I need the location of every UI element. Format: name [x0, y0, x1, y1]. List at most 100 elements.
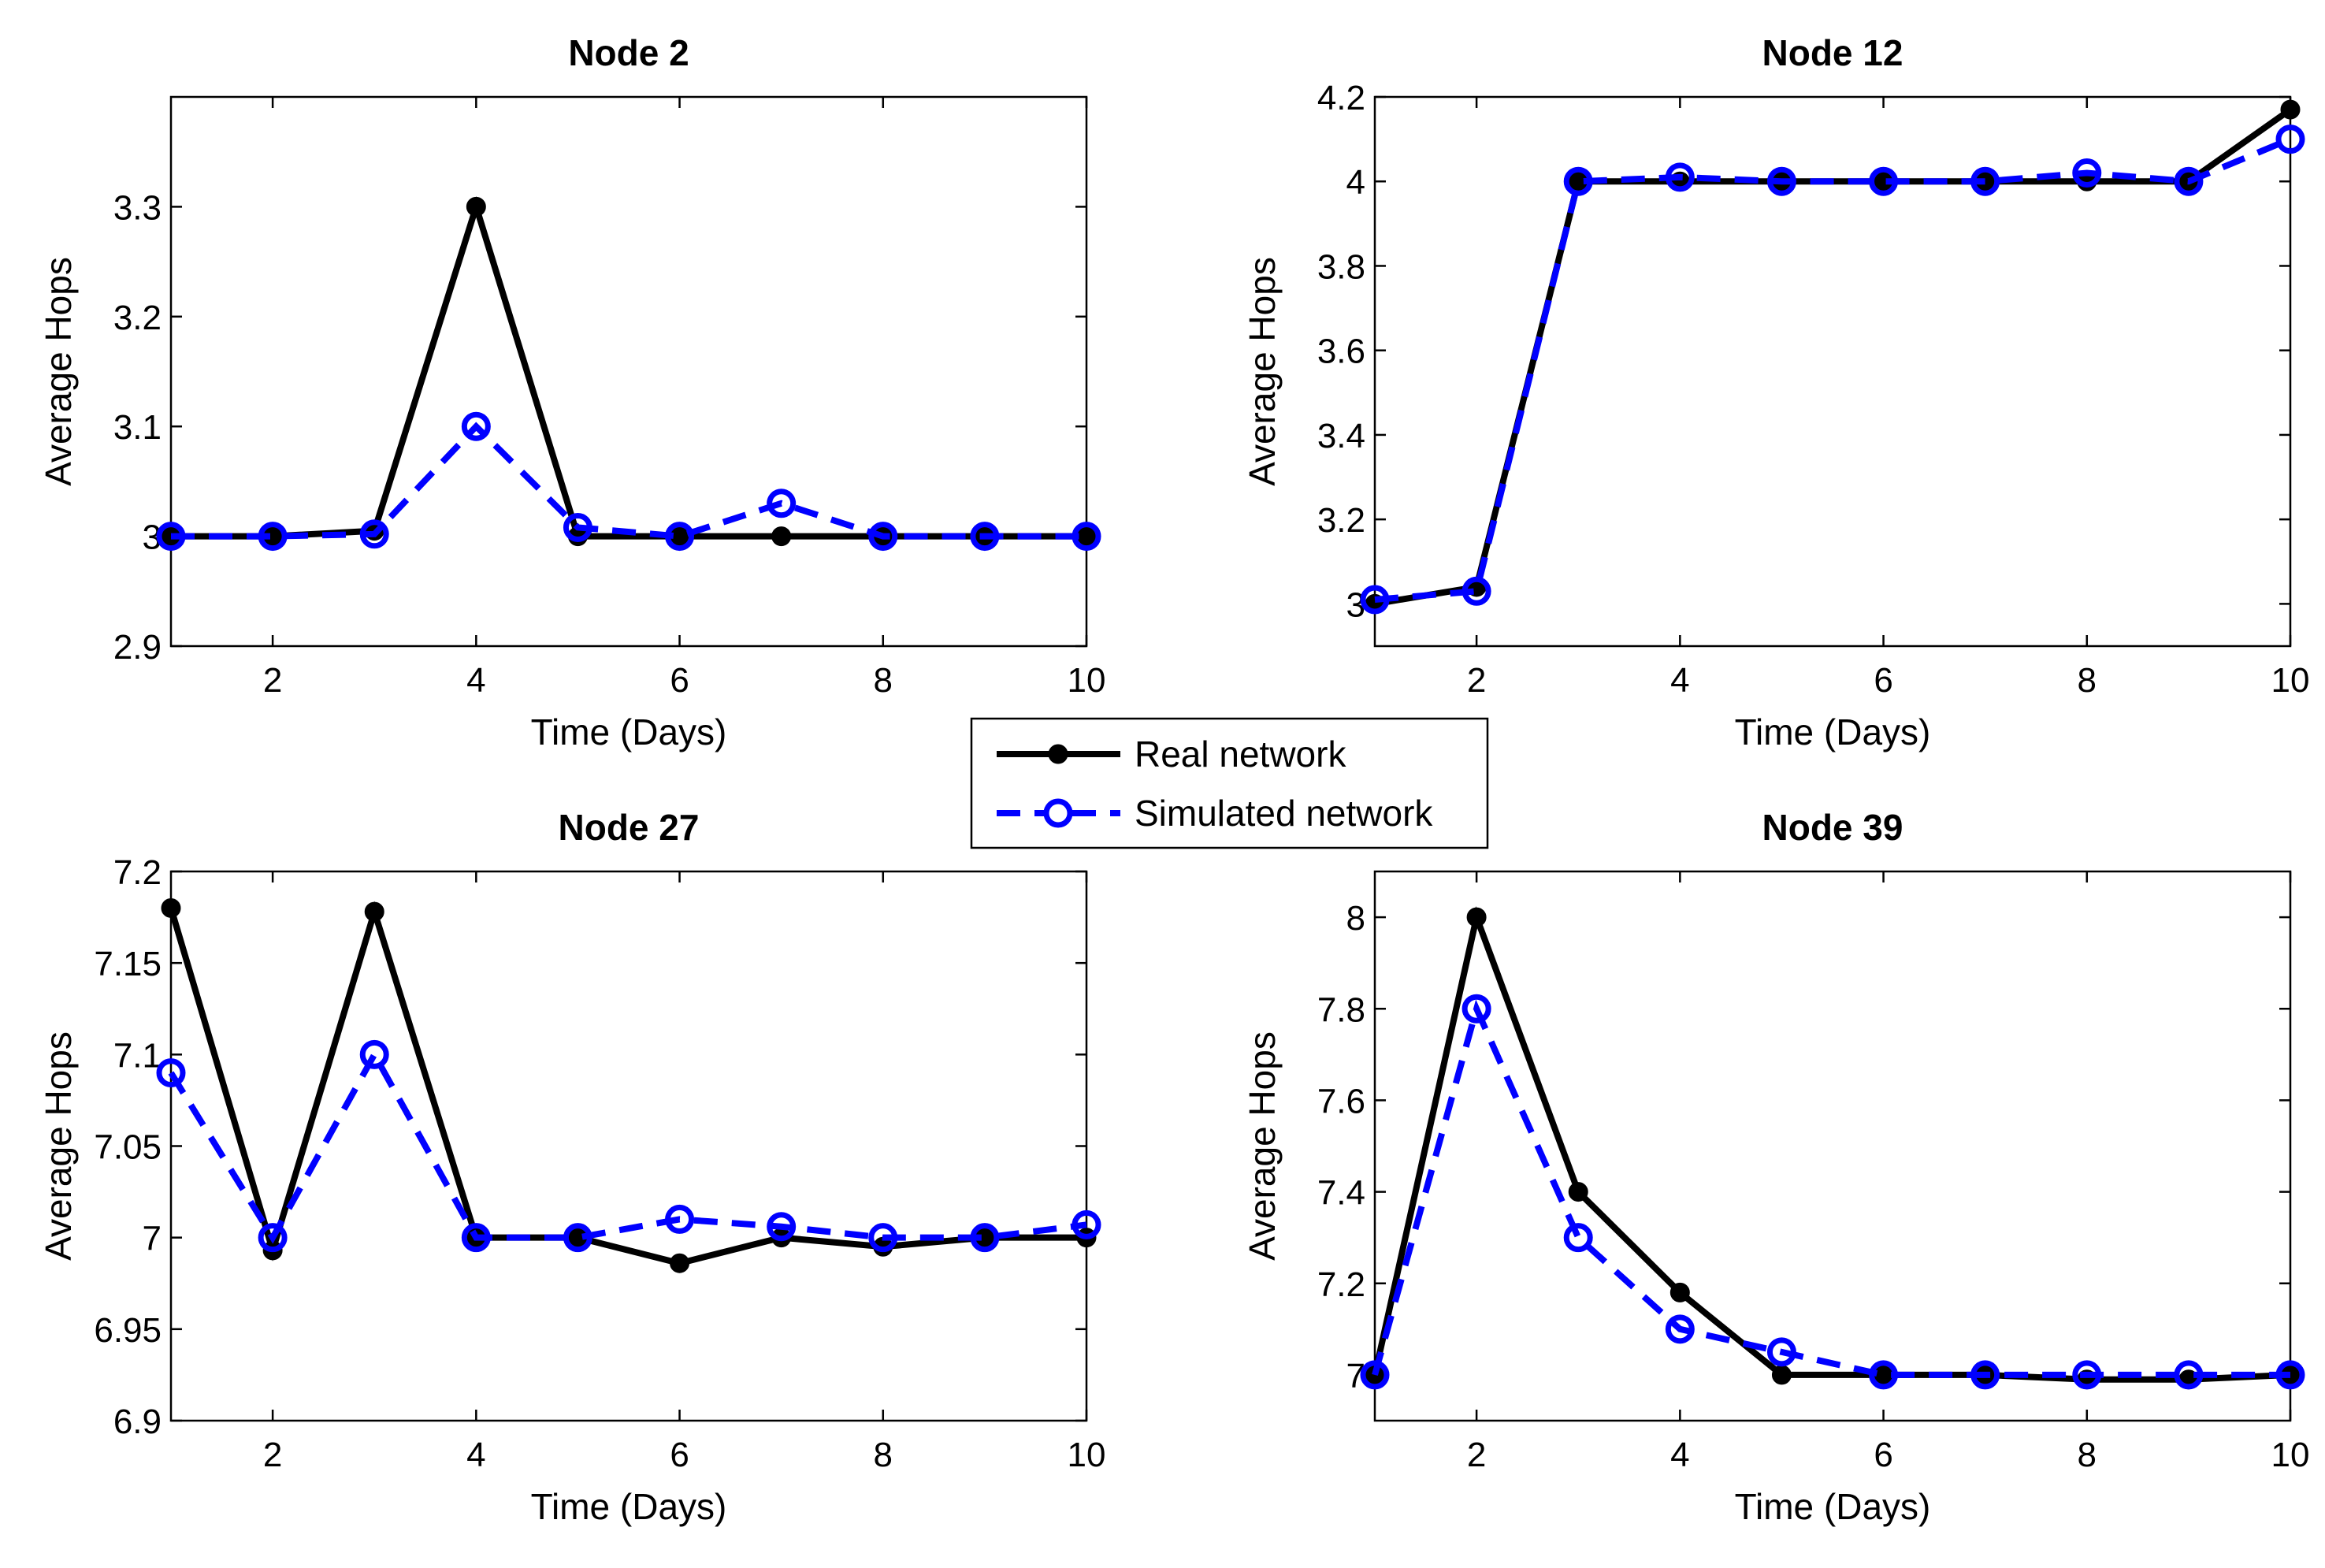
y-axis-label: Average Hops: [38, 1031, 79, 1261]
x-tick-label: 4: [466, 661, 485, 700]
data-point: [2174, 1360, 2204, 1390]
series-line: [1374, 136, 2292, 604]
data-point: [665, 522, 695, 552]
data-point: [767, 1212, 797, 1242]
data-point: [970, 1223, 1000, 1253]
y-tick-label: 7.8: [1317, 990, 1365, 1029]
data-point: [1665, 162, 1695, 192]
data-point: [1461, 576, 1491, 606]
data-point: [665, 1204, 695, 1234]
y-tick-label: 7.2: [1317, 1265, 1365, 1304]
x-tick-label: 4: [466, 1436, 485, 1474]
data-point: [461, 411, 491, 441]
series-line: [1372, 905, 2291, 1383]
data-point: [359, 1039, 389, 1069]
data-point: [461, 1223, 491, 1253]
x-axis-label: Time (Days): [1735, 712, 1931, 752]
data-point: [1766, 166, 1796, 196]
data-point: [1874, 1365, 1894, 1385]
data-point: [1970, 1360, 2000, 1390]
legend-real-marker: [1048, 744, 1068, 764]
x-tick-label: 2: [1467, 661, 1486, 700]
series-simulated: [1360, 994, 2305, 1390]
data-point: [1563, 166, 1593, 196]
x-tick-label: 10: [2271, 661, 2310, 700]
data-point: [563, 1223, 592, 1253]
data-point: [1076, 526, 1097, 547]
data-point: [1360, 1360, 1390, 1390]
data-point: [1466, 907, 1487, 927]
data-point: [156, 522, 186, 552]
subplot-title: Node 39: [1762, 807, 1903, 848]
series-simulated: [1360, 124, 2305, 615]
x-tick-label: 2: [263, 661, 282, 700]
y-tick-label: 3.1: [113, 408, 162, 447]
x-tick-label: 4: [1670, 1436, 1689, 1474]
x-tick-label: 6: [1874, 661, 1892, 700]
legend-entry-simulated: Simulated network: [997, 793, 1433, 834]
data-point: [868, 1223, 898, 1253]
subplot-title: Node 12: [1762, 32, 1903, 73]
data-point: [1970, 166, 2000, 196]
data-point: [161, 897, 181, 918]
x-tick-label: 10: [1068, 661, 1106, 700]
data-point: [359, 519, 389, 549]
data-point: [1568, 1182, 1588, 1202]
x-tick-label: 8: [874, 661, 893, 700]
series-line: [168, 901, 1086, 1267]
data-point: [2275, 124, 2305, 154]
data-point: [1869, 1360, 1899, 1390]
data-point: [670, 1253, 690, 1273]
y-tick-label: 3.6: [1317, 333, 1365, 371]
data-point: [1072, 522, 1101, 552]
y-tick-label: 3.4: [1317, 417, 1365, 455]
data-point: [258, 1223, 288, 1253]
x-tick-label: 6: [670, 1436, 689, 1474]
data-point: [1669, 1282, 1690, 1302]
plot-area: [1373, 870, 2292, 1422]
x-tick-label: 10: [2271, 1436, 2310, 1474]
y-tick-label: 3.2: [113, 299, 162, 337]
x-axis-label: Time (Days): [1735, 1486, 1931, 1527]
data-point: [364, 901, 384, 922]
y-tick-label: 7.4: [1317, 1174, 1365, 1213]
data-point: [1461, 994, 1491, 1024]
data-point: [1766, 1337, 1796, 1367]
legend-simulated-label: Simulated network: [1135, 793, 1433, 834]
data-point: [1563, 1223, 1593, 1253]
data-point: [670, 526, 690, 547]
y-tick-label: 3.2: [1317, 501, 1365, 540]
data-point: [1360, 585, 1390, 615]
y-tick-label: 8: [1346, 899, 1365, 938]
series-line: [171, 422, 1086, 540]
y-tick-label: 6.95: [94, 1311, 162, 1350]
subplot-title: Node 27: [559, 807, 700, 848]
y-tick-label: 4: [1346, 163, 1365, 202]
data-point: [1072, 1209, 1101, 1239]
data-point: [2072, 1360, 2102, 1390]
data-point: [1665, 1314, 1695, 1344]
x-axis-label: Time (Days): [531, 712, 727, 752]
data-point: [2072, 158, 2102, 188]
series-line: [168, 1048, 1087, 1244]
y-tick-label: 7.15: [94, 945, 162, 983]
y-tick-label: 3.3: [113, 188, 162, 227]
legend-simulated-marker: [1043, 798, 1073, 828]
y-axis-label: Average Hops: [1242, 257, 1283, 486]
data-point: [2174, 166, 2204, 196]
data-point: [868, 522, 898, 552]
x-tick-label: 2: [1467, 1436, 1486, 1474]
y-tick-label: 2.9: [113, 628, 162, 667]
y-tick-label: 3.8: [1317, 247, 1365, 286]
y-tick-label: 4.2: [1317, 79, 1365, 117]
y-tick-label: 7: [143, 1220, 162, 1258]
data-point: [1869, 166, 1899, 196]
x-axis-label: Time (Days): [531, 1486, 727, 1527]
legend-real-label: Real network: [1135, 734, 1346, 775]
x-tick-label: 6: [670, 661, 689, 700]
x-tick-label: 8: [2078, 1436, 2097, 1474]
y-axis-label: Average Hops: [1242, 1031, 1283, 1261]
